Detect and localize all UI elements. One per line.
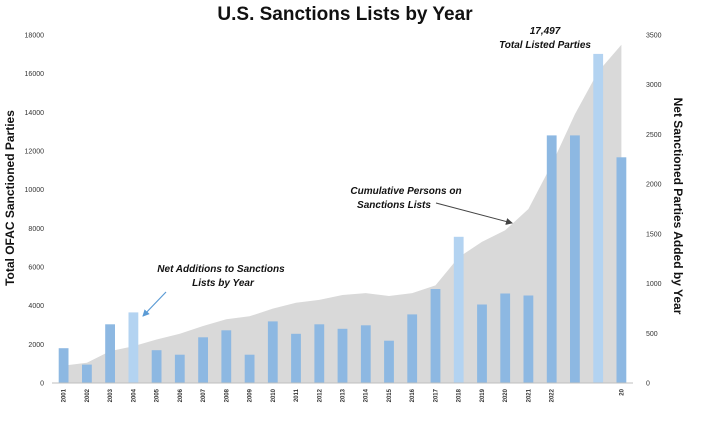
x-tick-label: 2021 (526, 388, 532, 402)
bar-2013 (337, 328, 348, 383)
cumulative-area (63, 44, 622, 383)
left-tick-label: 4000 (28, 303, 44, 310)
x-tick-label: 20 (619, 388, 625, 395)
x-tick-label: 2004 (131, 388, 137, 402)
x-tick-label: 2002 (85, 388, 91, 402)
x-tick-label: 2011 (294, 388, 300, 402)
bar-2022 (546, 135, 557, 383)
cumulative-area-layer (63, 44, 622, 383)
x-tick-label: 2019 (480, 388, 486, 402)
x-tick-label: 2020 (503, 388, 509, 402)
x-tick-label: 2017 (433, 388, 439, 402)
right-tick-label: 3000 (646, 82, 662, 89)
x-tick-label: 2015 (387, 388, 393, 402)
left-tick-label: 12000 (25, 149, 45, 156)
bar-2002 (82, 364, 92, 383)
bar-layer (58, 53, 627, 384)
left-tick-label: 10000 (25, 187, 45, 194)
left-tick-label: 2000 (28, 342, 44, 349)
bar-2004 (128, 312, 139, 383)
net-annotation-line1: Net Additions to Sanctions (157, 264, 285, 275)
bar-2019 (477, 304, 487, 383)
x-tick-label: 2013 (341, 388, 347, 402)
x-tick-label: 2016 (410, 388, 416, 402)
bar-2007 (198, 337, 208, 383)
x-tick-label: 2012 (317, 388, 323, 402)
bar-2024 (593, 53, 604, 384)
bar-2015 (384, 340, 394, 383)
right-tick-label: 2500 (646, 132, 662, 139)
bar-2018 (453, 236, 464, 383)
total-value-annotation: 17,497 (530, 26, 561, 37)
right-axis-title: Net Sanctioned Parties Added by Year (671, 98, 685, 315)
x-tick-label: 2010 (271, 388, 277, 402)
bar-2025 (616, 157, 627, 383)
left-tick-label: 6000 (28, 265, 44, 272)
chart-title: U.S. Sanctions Lists by Year (217, 4, 473, 25)
bar-2001 (58, 348, 69, 383)
right-tick-label: 1500 (646, 231, 662, 238)
bar-2008 (221, 330, 232, 383)
x-tick-label: 2005 (155, 388, 161, 402)
right-tick-label: 500 (646, 331, 658, 338)
right-tick-label: 0 (646, 381, 650, 388)
x-tick-label: 2008 (224, 388, 230, 402)
bar-2012 (314, 324, 325, 383)
net-annotation-line2: Lists by Year (192, 278, 255, 289)
x-tick-label: 2001 (62, 388, 68, 402)
left-tick-label: 16000 (25, 71, 45, 78)
x-axis-ticks: 2001 2002 2003 2004 2005 2006 2007 2008 2009 2010… (62, 388, 626, 402)
right-tick-label: 1000 (646, 281, 662, 288)
bar-2017 (430, 289, 441, 383)
net-arrow-icon (142, 291, 167, 317)
right-tick-label: 2000 (646, 182, 662, 189)
left-axis-title: Total OFAC Sanctioned Parties (3, 110, 17, 286)
total-label-annotation: Total Listed Parties (499, 40, 591, 51)
bar-2011 (291, 333, 301, 383)
bar-2010 (267, 321, 278, 383)
x-tick-label: 2003 (108, 388, 114, 402)
left-axis-ticks: 0 2000 4000 6000 8000 10000 12000 14000 16000 180… (25, 33, 45, 388)
left-tick-label: 0 (40, 381, 44, 388)
bar-2014 (360, 325, 371, 383)
bar-2006 (174, 354, 185, 383)
cumulative-annotation-line1: Cumulative Persons on (350, 186, 461, 197)
left-tick-label: 8000 (28, 226, 44, 233)
bar-2003 (105, 324, 115, 383)
bar-2023 (570, 135, 580, 383)
right-tick-label: 3500 (646, 33, 662, 40)
left-tick-label: 14000 (25, 110, 45, 117)
x-tick-label: 2009 (248, 388, 254, 402)
bar-2005 (151, 350, 162, 383)
x-tick-label: 2006 (178, 388, 184, 402)
bar-2016 (407, 314, 418, 383)
cumulative-arrow-icon (435, 202, 513, 225)
right-axis-ticks: 0 500 1000 1500 2000 2500 3000 3500 (646, 33, 662, 388)
bar-2020 (500, 293, 511, 383)
x-tick-label: 2018 (457, 388, 463, 402)
x-tick-label: 2007 (201, 388, 207, 402)
bar-2021 (523, 295, 534, 383)
x-tick-label: 2022 (550, 388, 556, 402)
x-tick-label: 2014 (364, 388, 370, 402)
bar-2009 (244, 354, 255, 383)
left-tick-label: 18000 (25, 33, 45, 40)
cumulative-annotation-line2: Sanctions Lists (357, 200, 431, 211)
